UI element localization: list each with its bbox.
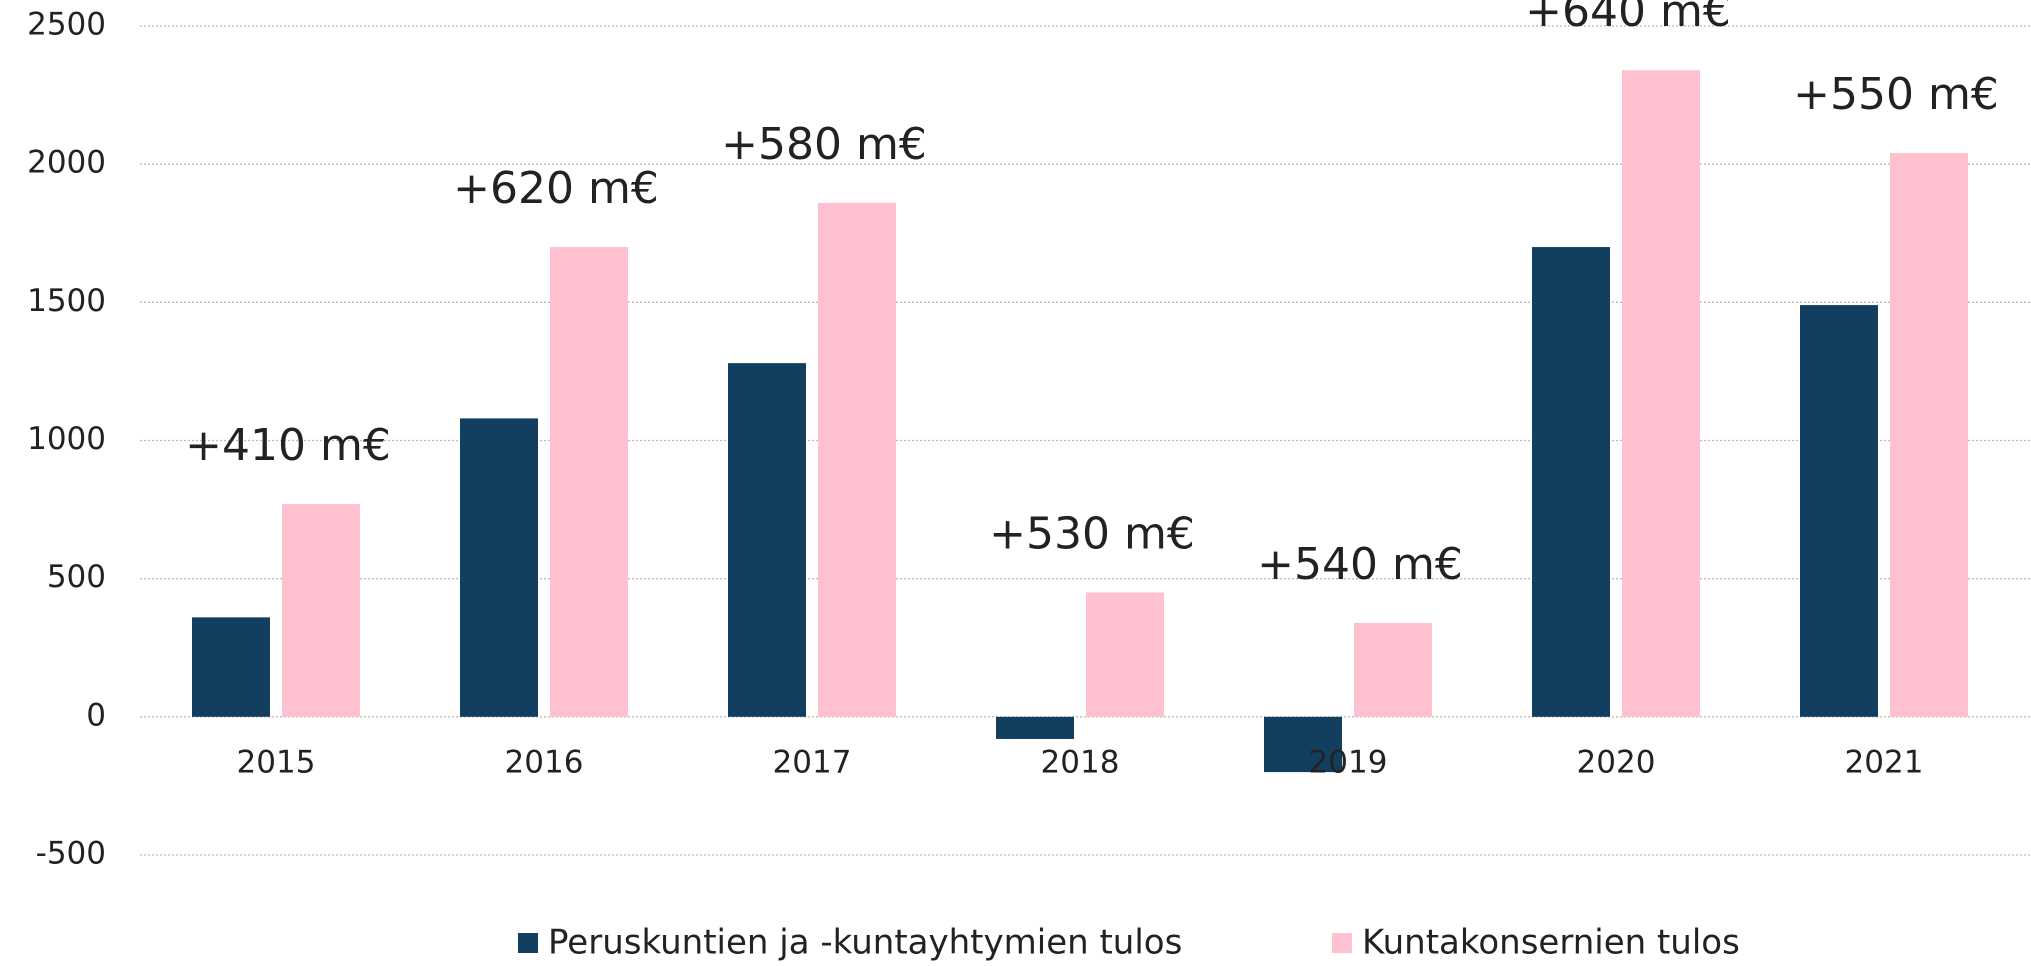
bar [996,716,1074,739]
bar [1086,592,1164,717]
y-tick-label: 2000 [27,145,106,181]
x-tick-label: 2020 [1577,745,1656,781]
legend-swatch [1332,933,1352,953]
bar [1800,305,1878,717]
bar [1622,70,1700,717]
bar [818,202,896,717]
bar [1890,153,1968,717]
bar [192,617,270,717]
x-tick-label: 2016 [505,745,584,781]
legend-label: Peruskuntien ja -kuntayhtymien tulos [548,923,1182,963]
legend-swatch [518,933,538,953]
bar [460,418,538,717]
bar [282,504,360,717]
bar [1264,716,1342,773]
annotation: +540 m€ [1257,539,1463,590]
bar [550,247,628,717]
x-tick-label: 2018 [1041,745,1120,781]
y-tick-label: 500 [47,559,106,595]
y-tick-label: 0 [86,697,106,733]
annotation: +580 m€ [721,119,927,170]
x-tick-label: 2021 [1845,745,1924,781]
y-tick-label: 2500 [27,7,106,43]
bar [728,363,806,717]
annotation: +530 m€ [989,508,1195,559]
y-tick-label: 1500 [27,283,106,319]
x-tick-label: 2015 [237,745,316,781]
annotation: +620 m€ [453,163,659,214]
x-tick-label: 2017 [773,745,852,781]
annotation: +550 m€ [1793,69,1999,120]
annotation: +640 m€ [1525,0,1731,37]
x-tick-label: 2019 [1309,745,1388,781]
legend-label: Kuntakonsernien tulos [1362,923,1740,963]
bar [1354,622,1432,717]
bar [1532,247,1610,717]
y-tick-label: -500 [36,836,106,872]
annotation: +410 m€ [185,420,391,471]
y-tick-label: 1000 [27,421,106,457]
